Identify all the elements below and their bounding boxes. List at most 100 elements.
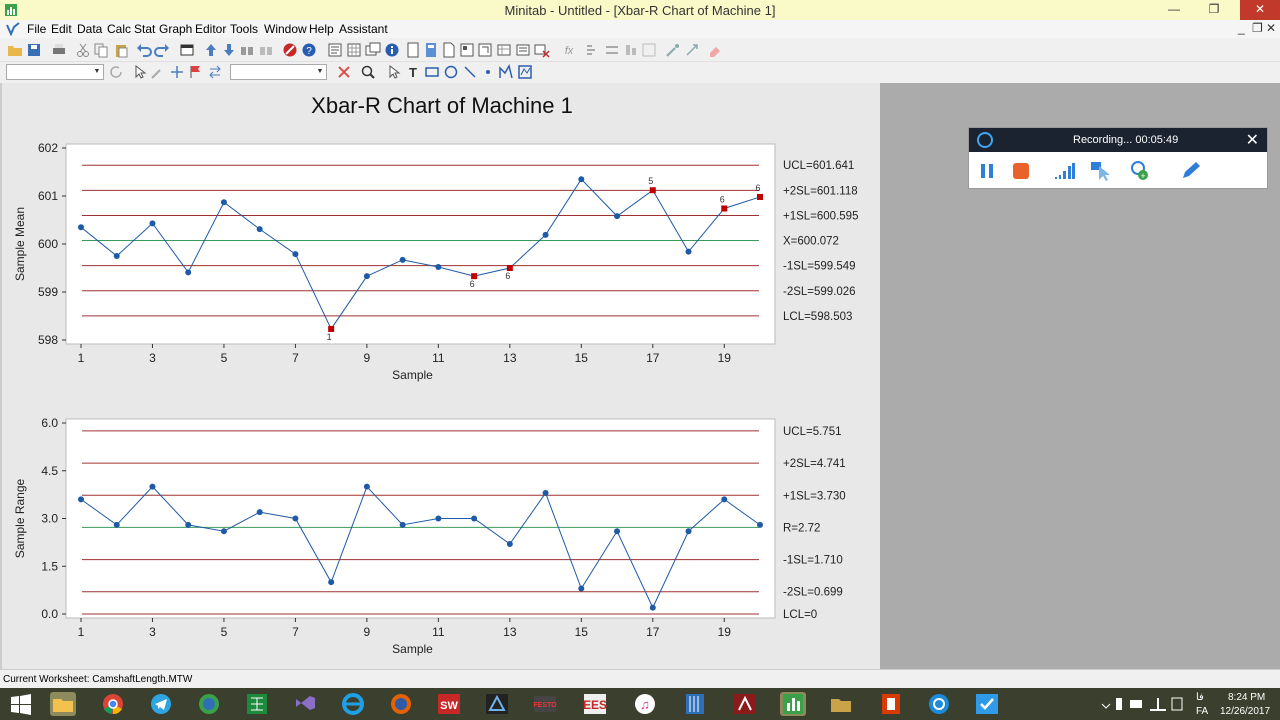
info-icon[interactable] [384,42,400,58]
flagged-point[interactable] [471,273,478,280]
flagged-point[interactable] [649,187,656,194]
restore-button[interactable]: ❐ [1208,2,1220,16]
data-point[interactable] [185,521,192,528]
screen-recorder-widget[interactable]: Recording... 00:05:49 ✕ + [968,127,1268,189]
eraser-icon[interactable] [707,42,723,58]
text-tool-icon[interactable]: T [405,64,421,80]
data-point[interactable] [328,579,335,586]
data-point[interactable] [757,521,763,528]
menu-graph[interactable]: Graph [159,22,193,36]
minitab-taskbar-icon[interactable] [780,692,806,716]
menu-window[interactable]: Window [264,22,307,36]
minitab-app-icon[interactable] [4,3,18,17]
save-icon[interactable] [26,42,42,58]
print-icon[interactable] [51,42,67,58]
menu-stat[interactable]: Stat [134,22,156,36]
menu-calc[interactable]: Calc [107,22,132,36]
menu-help[interactable]: Help [309,22,334,36]
menu-tools[interactable]: Tools [230,22,259,36]
project-manager-icon[interactable] [405,42,421,58]
system-tray-icons[interactable] [1100,692,1190,716]
folder-icon[interactable] [828,692,854,716]
crosshair-icon[interactable] [684,42,700,58]
copy-icon[interactable] [93,42,109,58]
archive-app-icon[interactable] [682,692,708,716]
data-point[interactable] [185,269,192,276]
draw-pen-icon[interactable] [1179,160,1203,182]
polyline-tool-icon[interactable] [498,64,514,80]
group-icon[interactable] [641,42,657,58]
data-point[interactable] [685,528,692,535]
stack-icon[interactable] [623,42,639,58]
data-point[interactable] [78,224,84,231]
data-point[interactable] [363,273,370,280]
data-point[interactable] [649,604,656,611]
flagged-point[interactable] [506,265,513,271]
graph-window[interactable]: Xbar-R Chart of Machine 1 598 599 600 601 60… [0,83,880,669]
data-point[interactable] [578,176,585,183]
arrow-up-icon[interactable] [203,42,219,58]
plot-area[interactable] [65,418,776,619]
delete-icon[interactable] [336,64,352,80]
line-tool-icon[interactable] [462,64,478,80]
mdi-minimize-button[interactable]: _ [1238,21,1245,35]
range-chart[interactable]: 0.01.53.04.56.01 3 5 7 9 11 13 15 17 19SampleSamp… [13,416,846,656]
spreadsheet-app-icon[interactable] [244,692,270,716]
brush-icon[interactable] [665,42,681,58]
close-all-icon[interactable] [534,42,550,58]
data-point[interactable] [363,483,370,490]
audio-levels-icon[interactable] [1053,160,1077,182]
cut-icon[interactable] [75,42,91,58]
worksheet-icon[interactable] [346,42,362,58]
open-icon[interactable] [7,42,23,58]
teamviewer-icon[interactable] [926,692,952,716]
undo-icon[interactable] [136,42,152,58]
firefox-icon[interactable] [388,692,414,716]
ees-software-icon[interactable]: EES [582,692,608,716]
zoom-icon[interactable] [360,64,376,80]
minitab-logo-icon[interactable] [6,22,20,36]
data-point[interactable] [220,199,227,206]
menu-assistant[interactable]: Assistant [339,22,388,36]
data-point[interactable] [435,515,442,522]
visual-studio-icon[interactable] [292,692,318,716]
arrow-down-icon[interactable] [221,42,237,58]
data-window-icon[interactable] [515,42,531,58]
rectangle-tool-icon[interactable] [424,64,440,80]
layout-icon[interactable] [459,42,475,58]
menu-editor[interactable]: Editor [195,22,227,36]
pause-icon[interactable] [975,160,999,182]
telegram-icon[interactable] [148,692,174,716]
recorder-close-button[interactable]: ✕ [1245,132,1259,149]
data-point[interactable] [220,528,227,535]
window-icon[interactable] [179,42,195,58]
flagged-point[interactable] [757,193,763,200]
marker-tool-icon[interactable] [480,64,496,80]
solidworks-icon[interactable]: SW [436,692,462,716]
data-point[interactable] [506,540,513,547]
keyboard-layout-indicator[interactable]: فا [1196,692,1204,703]
flagged-point[interactable] [328,325,335,332]
crosshair-tool-icon[interactable] [169,64,185,80]
mdi-restore-button[interactable]: ❐ [1252,21,1263,35]
menu-edit[interactable]: Edit [51,22,72,36]
language-indicator[interactable]: FA [1196,706,1209,717]
data-point[interactable] [542,490,549,497]
new-document-icon[interactable] [441,42,457,58]
task-app-icon[interactable] [974,692,1000,716]
close-button[interactable]: ✕ [1240,0,1280,20]
data-point[interactable] [256,226,263,233]
cancel-icon[interactable] [282,42,298,58]
data-point[interactable] [471,515,478,522]
data-point[interactable] [149,220,156,227]
data-point[interactable] [614,528,621,535]
chrome-icon[interactable] [100,692,126,716]
flagged-point[interactable] [721,205,728,212]
cad-software-icon[interactable] [484,692,510,716]
data-point[interactable] [685,248,692,255]
session-icon[interactable] [327,42,343,58]
font-selector[interactable]: ▼ [230,64,327,80]
data-point[interactable] [113,521,120,528]
plot-area[interactable] [65,143,776,345]
data-point[interactable] [435,264,442,271]
